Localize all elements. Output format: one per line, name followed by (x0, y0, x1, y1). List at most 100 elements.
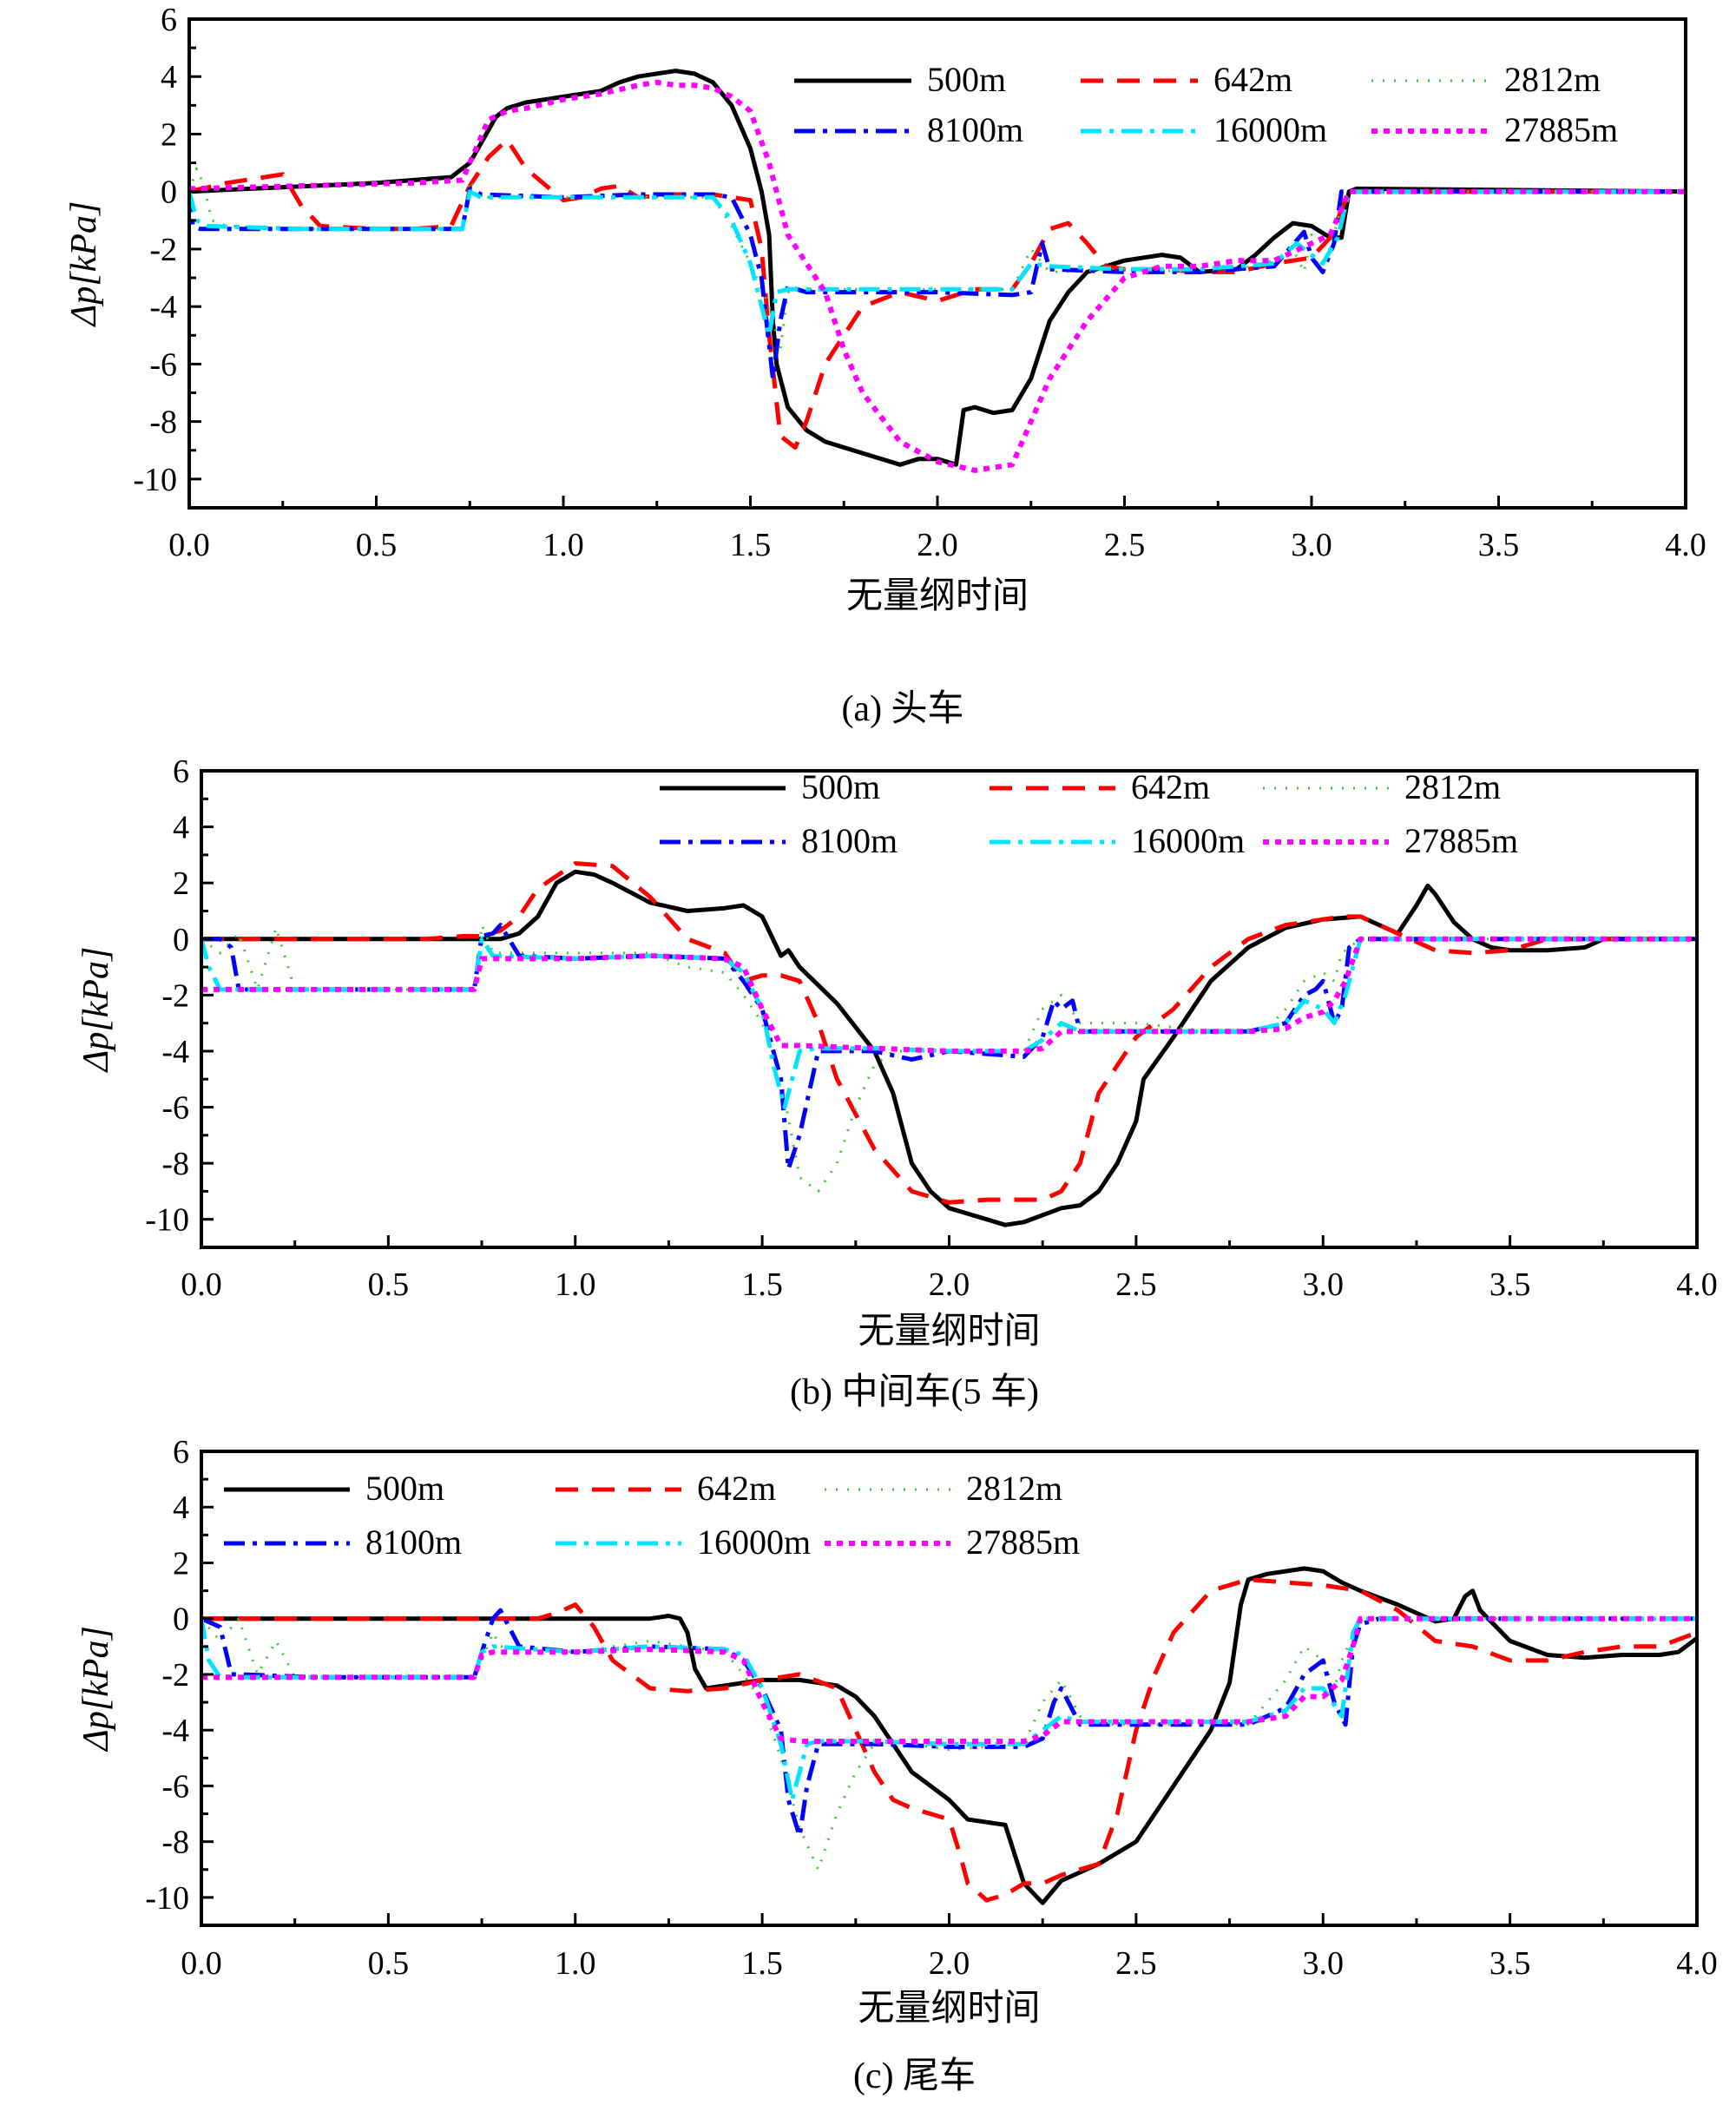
y-tick-label: 0 (161, 174, 177, 211)
legend-label: 2812m (1404, 767, 1501, 806)
y-tick-label: 6 (173, 1434, 189, 1470)
x-tick-label: 1.0 (555, 1945, 596, 1982)
legend-label: 16000m (697, 1523, 811, 1562)
series-line-8100m (201, 923, 1697, 1172)
legend-item-27885m: 27885m (825, 1523, 1080, 1562)
y-tick-label: -4 (161, 1034, 189, 1070)
y-tick-label: -2 (161, 1657, 189, 1694)
legend-label: 16000m (1131, 821, 1245, 860)
series-line-500m (189, 69, 1686, 467)
legend-label: 500m (801, 767, 880, 806)
series-line-27885m (189, 79, 1686, 473)
series-line-16000m (189, 189, 1686, 338)
legend-item-642m: 642m (556, 1469, 776, 1508)
legend-item-16000m: 16000m (1081, 110, 1327, 149)
x-tick-label: 3.5 (1489, 1266, 1531, 1303)
legend-item-8100m: 8100m (224, 1523, 462, 1562)
y-tick-label: -2 (149, 232, 177, 268)
series-line-16000m (201, 937, 1697, 1109)
x-tick-label: 2.0 (917, 527, 958, 563)
legend-label: 27885m (1404, 821, 1518, 860)
y-tick-label: 2 (173, 1545, 189, 1582)
legend-label: 642m (1131, 767, 1210, 806)
y-tick-label: 4 (161, 59, 177, 95)
x-tick-label: 1.5 (730, 527, 772, 563)
y-tick-label: -10 (133, 462, 177, 498)
y-tick-label: 6 (173, 753, 189, 790)
legend-item-642m: 642m (1081, 60, 1292, 99)
series-line-2812m (189, 167, 1686, 352)
x-axis-title: 无量纲时间 (858, 1312, 1040, 1352)
figure-caption: (a) 头车 (841, 689, 963, 729)
y-tick-label: -10 (145, 1880, 189, 1917)
x-tick-label: 4.0 (1665, 527, 1706, 563)
legend-item-500m: 500m (794, 60, 1006, 99)
x-tick-label: 1.0 (542, 527, 584, 563)
x-tick-label: 3.5 (1478, 527, 1520, 563)
legend-label: 27885m (966, 1523, 1080, 1562)
legend-label: 16000m (1213, 110, 1327, 149)
x-tick-label: 3.5 (1489, 1945, 1531, 1982)
y-tick-label: -8 (161, 1825, 189, 1861)
x-tick-label: 2.5 (1104, 527, 1146, 563)
y-tick-label: 0 (173, 1602, 189, 1638)
legend-item-8100m: 8100m (794, 110, 1023, 149)
y-tick-label: -4 (161, 1713, 189, 1749)
legend-item-2812m: 2812m (1263, 767, 1501, 806)
series-line-27885m (201, 1615, 1697, 1744)
x-tick-label: 3.0 (1291, 527, 1332, 563)
legend-item-642m: 642m (990, 767, 1210, 806)
legend-label: 642m (697, 1469, 776, 1508)
y-tick-label: -4 (149, 289, 177, 326)
y-tick-label: 2 (173, 865, 189, 902)
chart-panel-1: 0.0 0.5 1.0 1.5 2.0 2.5 3.0 3.5 4.0 6 4 2 0 -2 -4 -6 -8 -… (76, 753, 1718, 1412)
series-line-2812m (201, 924, 1697, 1193)
figure-caption: (c) 尾车 (853, 2056, 976, 2096)
y-tick-label: 4 (173, 1490, 189, 1526)
y-tick-label: -6 (161, 1768, 189, 1805)
x-tick-label: 4.0 (1676, 1266, 1718, 1303)
x-tick-label: 0.5 (356, 527, 398, 563)
figure-caption: (b) 中间车(5 车) (790, 1372, 1039, 1412)
legend-item-500m: 500m (224, 1469, 444, 1508)
legend-label: 500m (365, 1469, 444, 1508)
series-line-642m (201, 861, 1697, 1205)
x-axis-title: 无量纲时间 (858, 1989, 1040, 2029)
legend-item-2812m: 2812m (1371, 60, 1601, 99)
series-line-8100m (189, 186, 1686, 381)
legend-item-2812m: 2812m (825, 1469, 1062, 1508)
x-tick-label: 2.0 (929, 1266, 970, 1303)
series-line-500m (201, 869, 1697, 1227)
x-tick-label: 2.5 (1115, 1945, 1157, 1982)
series-line-642m (201, 1577, 1697, 1903)
y-axis-title: Δp[kPa] (64, 201, 104, 328)
y-tick-label: 0 (173, 922, 189, 958)
legend-item-8100m: 8100m (660, 821, 898, 860)
x-tick-label: 1.5 (741, 1945, 783, 1982)
legend-label: 8100m (927, 110, 1023, 149)
y-tick-label: -6 (161, 1090, 189, 1127)
x-tick-label: 0.5 (368, 1945, 410, 1982)
y-tick-label: -6 (149, 346, 177, 383)
y-tick-label: -8 (161, 1146, 189, 1182)
x-tick-label: 4.0 (1676, 1945, 1718, 1982)
x-tick-label: 3.0 (1303, 1266, 1345, 1303)
series-line-2812m (201, 1617, 1697, 1871)
series-line-16000m (201, 1616, 1697, 1802)
legend-item-27885m: 27885m (1263, 821, 1518, 860)
y-tick-label: -8 (149, 405, 177, 441)
legend-label: 27885m (1504, 110, 1618, 149)
legend-item-16000m: 16000m (556, 1523, 811, 1562)
legend-item-27885m: 27885m (1371, 110, 1618, 149)
series-line-27885m (201, 936, 1697, 1054)
y-tick-label: -2 (161, 977, 189, 1014)
legend-label: 2812m (1504, 60, 1601, 99)
chart-panel-2: 0.0 0.5 1.0 1.5 2.0 2.5 3.0 3.5 4.0 6 4 2 0 -2 -4 -6 -8 -… (76, 1434, 1718, 2096)
y-axis-title: Δp[kPa] (76, 1626, 116, 1753)
x-tick-label: 0.5 (368, 1266, 410, 1303)
x-tick-label: 2.0 (929, 1945, 970, 1982)
x-tick-label: 2.5 (1115, 1266, 1157, 1303)
series-line-8100m (201, 1608, 1697, 1838)
y-axis-title: Δp[kPa] (76, 947, 116, 1074)
